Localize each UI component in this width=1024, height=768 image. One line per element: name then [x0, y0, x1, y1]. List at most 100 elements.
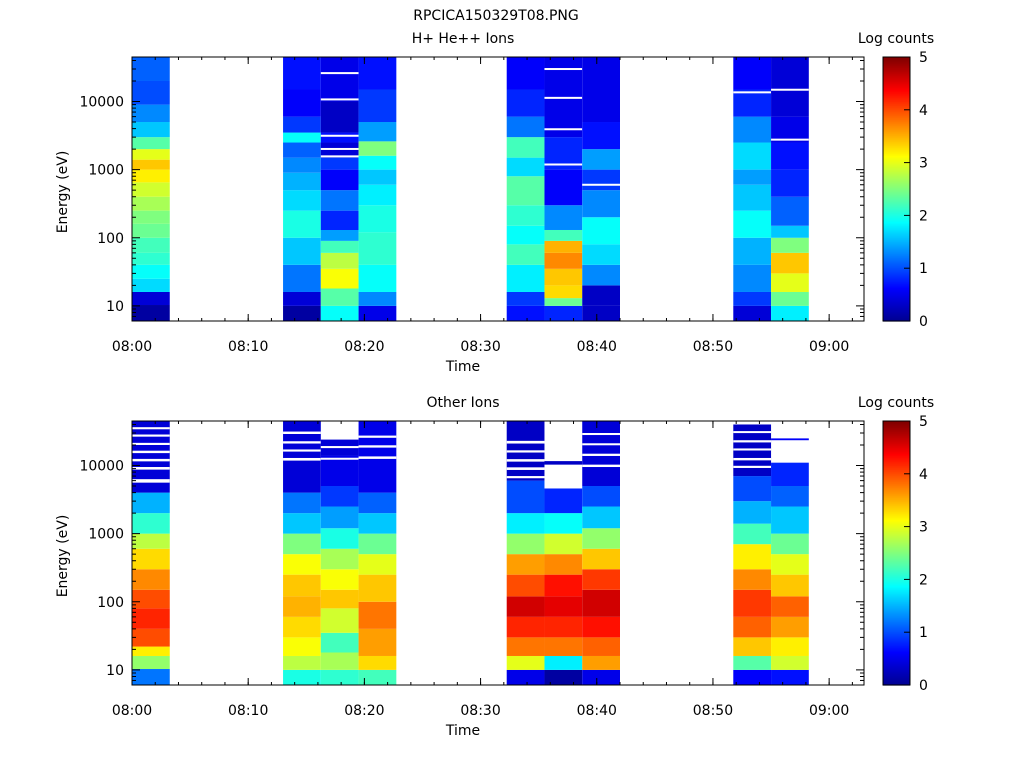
colorbar-swatch — [883, 541, 910, 544]
colorbar-swatch — [883, 535, 910, 538]
colorbar-swatch — [883, 235, 910, 238]
colorbar-swatch — [883, 127, 910, 130]
colorbar-swatch — [883, 293, 910, 296]
colorbar-swatch — [883, 483, 910, 486]
colorbar-swatch — [883, 113, 910, 116]
spectrogram-cell — [320, 157, 359, 170]
spectrogram-cell — [506, 57, 545, 90]
spectrogram-cell — [132, 628, 170, 647]
colorbar-swatch — [883, 317, 910, 320]
spectrogram-cell — [358, 492, 397, 514]
spectrogram-cell — [582, 486, 620, 507]
spectrogram-gap — [733, 91, 772, 94]
colorbar-swatch — [883, 641, 910, 644]
spectrogram-gap — [132, 458, 170, 462]
spectrogram-cell — [771, 169, 809, 197]
colorbar-swatch — [883, 613, 910, 616]
spectrogram-cell — [544, 596, 583, 617]
spectrogram-gap — [733, 457, 772, 461]
spectrogram-cell — [283, 210, 321, 238]
colorbar-swatch — [883, 179, 910, 182]
colorbar-swatch — [883, 425, 910, 428]
colorbar-swatch — [883, 105, 910, 108]
spectrogram-gap — [283, 441, 321, 444]
panel-2: 08:00 08:10 08:20 08:30 08:40 08:50 09:0010100… — [55, 395, 934, 739]
colorbar-swatch — [883, 59, 910, 62]
x-tick-label: 09:00 — [809, 339, 849, 355]
spectrogram-cell — [132, 264, 170, 279]
colorbar-swatch — [883, 469, 910, 472]
colorbar-swatch — [883, 189, 910, 192]
colorbar-swatch — [883, 91, 910, 94]
spectrogram-cell — [582, 217, 620, 245]
spectrogram-cell — [733, 476, 772, 502]
colorbar-swatch — [883, 133, 910, 136]
spectrogram-cell — [320, 252, 359, 269]
colorbar-swatch — [883, 435, 910, 438]
colorbar-swatch — [883, 639, 910, 642]
colorbar-swatch — [883, 71, 910, 74]
spectrogram-cell — [544, 554, 583, 575]
spectrogram-cell — [283, 513, 321, 534]
colorbar-tick-label: 4 — [919, 467, 928, 483]
colorbar-swatch — [883, 265, 910, 268]
spectrogram-cell — [132, 608, 170, 629]
spectrogram-cell — [283, 157, 321, 173]
y-tick-label: 100 — [97, 231, 124, 247]
colorbar-swatch — [883, 219, 910, 222]
colorbar-swatch — [883, 657, 910, 660]
colorbar-swatch — [883, 161, 910, 164]
spectrogram-cell — [320, 486, 359, 507]
colorbar-swatch — [883, 619, 910, 622]
colorbar-swatch — [883, 183, 910, 186]
colorbar-swatch — [883, 471, 910, 474]
spectrogram-cell — [771, 237, 809, 253]
x-axis-label: Time — [445, 359, 480, 375]
colorbar-swatch — [883, 655, 910, 658]
colorbar-swatch — [883, 199, 910, 202]
spectrogram-cell — [582, 589, 620, 617]
colorbar-swatch — [883, 557, 910, 560]
spectrogram-gap — [544, 163, 583, 166]
spectrogram-cell — [283, 172, 321, 191]
colorbar-swatch — [883, 273, 910, 276]
spectrogram-gap — [320, 446, 359, 449]
colorbar-swatch — [883, 631, 910, 634]
colorbar-swatch — [883, 551, 910, 554]
colorbar-swatch — [883, 305, 910, 308]
spectrogram-cell — [358, 601, 397, 629]
spectrogram-cell — [132, 569, 170, 590]
spectrogram-gap — [733, 440, 772, 443]
colorbar-swatch — [883, 281, 910, 284]
spectrogram-cell — [320, 142, 359, 158]
colorbar-swatch — [883, 457, 910, 460]
spectrogram-cell — [544, 488, 583, 514]
colorbar-swatch — [883, 603, 910, 606]
spectrogram-cell — [733, 89, 772, 117]
spectrogram-cell — [132, 252, 170, 265]
spectrogram-cell — [582, 506, 620, 529]
spectrogram-cell — [582, 655, 620, 670]
colorbar-swatch — [883, 141, 910, 144]
spectrogram-cell — [320, 230, 359, 241]
colorbar-swatch — [883, 441, 910, 444]
colorbar-swatch — [883, 297, 910, 300]
spectrogram-cell — [320, 652, 359, 670]
spectrogram-cell — [733, 210, 772, 238]
colorbar-swatch — [883, 213, 910, 216]
colorbar-swatch — [883, 289, 910, 292]
colorbar-swatch — [883, 579, 910, 582]
colorbar-swatch — [883, 671, 910, 674]
spectrogram-gap — [283, 457, 321, 461]
colorbar-swatch — [883, 243, 910, 246]
spectrogram-cell — [544, 669, 583, 685]
spectrogram-cell — [320, 305, 359, 321]
colorbar-swatch — [883, 79, 910, 82]
spectrogram-cell — [582, 190, 620, 218]
spectrogram-cell — [132, 237, 170, 253]
spectrogram-cell — [771, 655, 809, 670]
colorbar-swatch — [883, 275, 910, 278]
colorbar-swatch — [883, 437, 910, 440]
colorbar-swatch — [883, 589, 910, 592]
